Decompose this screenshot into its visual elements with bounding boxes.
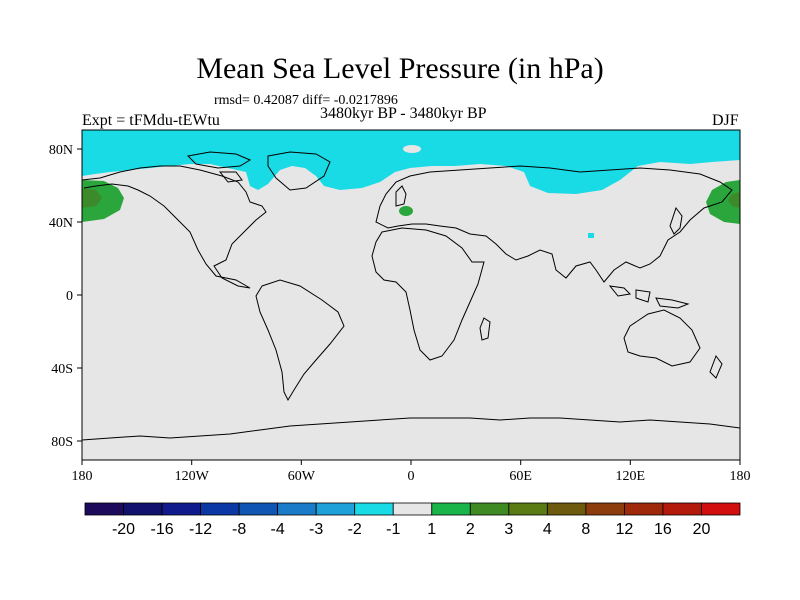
x-tick-label-180e: 180	[730, 469, 751, 484]
y-axis-ticks	[77, 148, 82, 442]
x-axis-ticks	[81, 460, 741, 465]
chart-title: Mean Sea Level Pressure (in hPa)	[196, 52, 604, 85]
colorbar-label: 4	[543, 521, 552, 538]
colorbar-box	[469, 502, 510, 516]
y-tick-label-0: 0	[66, 289, 73, 304]
y-tick-label-80n: 80N	[49, 143, 73, 158]
coast-new-zealand	[709, 354, 723, 379]
x-axis-labels: 180 120W 60W 0 60E 120E 180	[72, 469, 751, 484]
x-tick-label-60e: 60E	[509, 469, 532, 484]
sea-anomaly-patch	[588, 233, 594, 238]
x-tick-label-0: 0	[408, 469, 415, 484]
coast-africa	[371, 227, 485, 361]
coast-eurasia	[375, 165, 733, 283]
colorbar-label: -1	[386, 521, 400, 538]
colorbar-box	[508, 502, 548, 516]
arctic-negative-anomaly	[82, 130, 740, 194]
x-tick-label-60w: 60W	[288, 469, 316, 484]
colorbar-box	[585, 502, 625, 516]
colorbar-box	[200, 502, 240, 516]
map-field	[82, 130, 740, 460]
colorbar-label: 1	[427, 521, 436, 538]
coast-antarctica	[82, 417, 740, 441]
y-tick-label-40s: 40S	[51, 362, 73, 377]
coast-greenland	[267, 151, 331, 191]
coast-madagascar	[479, 317, 491, 341]
colorbar-label: -12	[189, 521, 212, 538]
x-tick-label-180w: 180	[72, 469, 93, 484]
colorbar-label: 8	[581, 521, 590, 538]
coastlines	[82, 151, 740, 441]
colorbar-box	[161, 502, 201, 516]
colorbar-box	[431, 502, 471, 516]
colorbar-label: -20	[112, 521, 135, 538]
colorbar-box	[624, 502, 664, 516]
x-tick-label-120e: 120E	[616, 469, 646, 484]
colorbar-box	[354, 502, 394, 516]
mediterranean-anomaly	[399, 206, 413, 216]
colorbar-box	[84, 502, 124, 516]
colorbar-box	[123, 502, 163, 516]
colorbar-label: -3	[309, 521, 323, 538]
colorbar-box	[701, 502, 741, 516]
coast-british-isles	[395, 185, 407, 207]
colorbar-box	[238, 502, 279, 516]
colorbar-label: 3	[504, 521, 513, 538]
experiment-label: Expt = tFMdu-tEWtu	[82, 112, 220, 129]
coast-arctic-islands	[186, 151, 252, 183]
colorbar-label: 12	[616, 521, 634, 538]
coast-north-america	[82, 165, 267, 289]
colorbar-box	[277, 502, 317, 516]
period-text: 3480kyr BP - 3480kyr BP	[320, 105, 487, 122]
colorbar-labels: -20 -16 -12 -8 -4 -3 -2 -1 1 2 3 4 8 12 16 20	[112, 521, 711, 538]
colorbar-label: -8	[232, 521, 246, 538]
pacific-core-anomaly-east	[728, 192, 740, 208]
colorbar-box	[662, 502, 702, 516]
x-tick-label-120w: 120W	[175, 469, 210, 484]
colorbar-label: 20	[693, 521, 711, 538]
y-axis-labels: 80N 40N 0 40S 80S	[49, 143, 73, 450]
y-tick-label-80s: 80S	[51, 435, 73, 450]
colorbar-label: -4	[271, 521, 285, 538]
coast-japan	[669, 206, 683, 235]
coast-south-america	[255, 279, 345, 402]
y-tick-label-40n: 40N	[49, 216, 73, 231]
colorbar-box	[546, 502, 587, 516]
coast-indonesia	[608, 285, 690, 309]
colorbar-box	[315, 502, 356, 516]
colorbar-label: 2	[466, 521, 475, 538]
colorbar-label: -16	[150, 521, 173, 538]
arctic-gap	[403, 145, 421, 153]
colorbar-label: 16	[654, 521, 672, 538]
pacific-core-anomaly-west	[82, 188, 102, 208]
statistics-text: rmsd= 0.42087 diff= -0.0217896	[214, 93, 398, 108]
map-background	[82, 130, 740, 460]
colorbar-box	[392, 502, 433, 516]
coast-australia	[623, 309, 701, 367]
colorbar	[84, 502, 741, 516]
colorbar-label: -2	[348, 521, 362, 538]
season-label: DJF	[712, 112, 739, 129]
